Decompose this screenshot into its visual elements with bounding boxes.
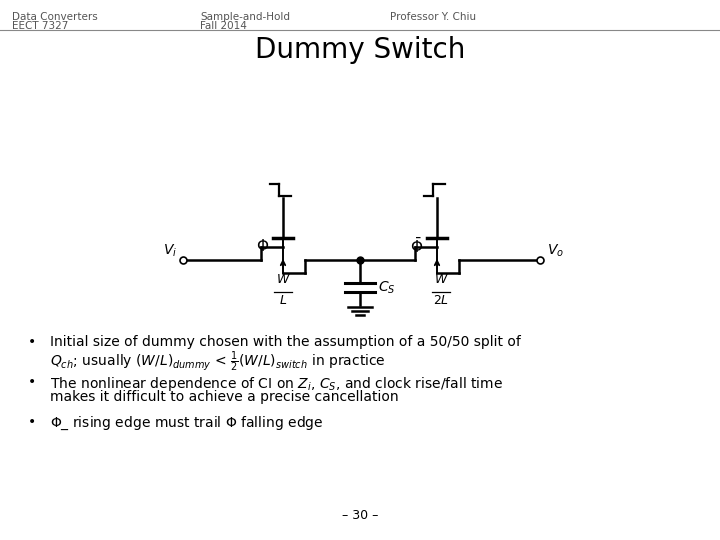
Text: •: • xyxy=(28,335,36,349)
Text: •: • xyxy=(28,375,36,389)
Text: $Q_{ch}$; usually $(W/L)_{dummy}$ < $\frac{1}{2}(W/L)_{switch}$ in practice: $Q_{ch}$; usually $(W/L)_{dummy}$ < $\fr… xyxy=(50,350,386,374)
Text: $\Phi$_ rising edge must trail $\Phi$ falling edge: $\Phi$_ rising edge must trail $\Phi$ fa… xyxy=(50,415,323,433)
Text: $V_i$: $V_i$ xyxy=(163,242,177,259)
Text: Professor Y. Chiu: Professor Y. Chiu xyxy=(390,12,476,22)
Text: Fall 2014: Fall 2014 xyxy=(200,21,247,31)
Text: EECT 7327: EECT 7327 xyxy=(12,21,68,31)
Text: $2L$: $2L$ xyxy=(433,294,449,307)
Text: Sample-and-Hold: Sample-and-Hold xyxy=(200,12,290,22)
Text: •: • xyxy=(28,415,36,429)
Text: $W$: $W$ xyxy=(276,273,290,286)
Text: Initial size of dummy chosen with the assumption of a 50/50 split of: Initial size of dummy chosen with the as… xyxy=(50,335,521,349)
Text: $V_o$: $V_o$ xyxy=(547,242,564,259)
Text: Data Converters: Data Converters xyxy=(12,12,98,22)
Text: $L$: $L$ xyxy=(279,294,287,307)
Text: Dummy Switch: Dummy Switch xyxy=(255,36,465,64)
Text: $\Phi$: $\Phi$ xyxy=(256,238,269,254)
Text: – 30 –: – 30 – xyxy=(342,509,378,522)
Text: makes it difficult to achieve a precise cancellation: makes it difficult to achieve a precise … xyxy=(50,390,399,404)
Text: $\bar{\Phi}$: $\bar{\Phi}$ xyxy=(410,237,423,255)
Text: $C_S$: $C_S$ xyxy=(378,279,395,296)
Text: $W$: $W$ xyxy=(433,273,449,286)
Text: The nonlinear dependence of CI on $Z_i$, $C_S$, and clock rise/fall time: The nonlinear dependence of CI on $Z_i$,… xyxy=(50,375,503,393)
